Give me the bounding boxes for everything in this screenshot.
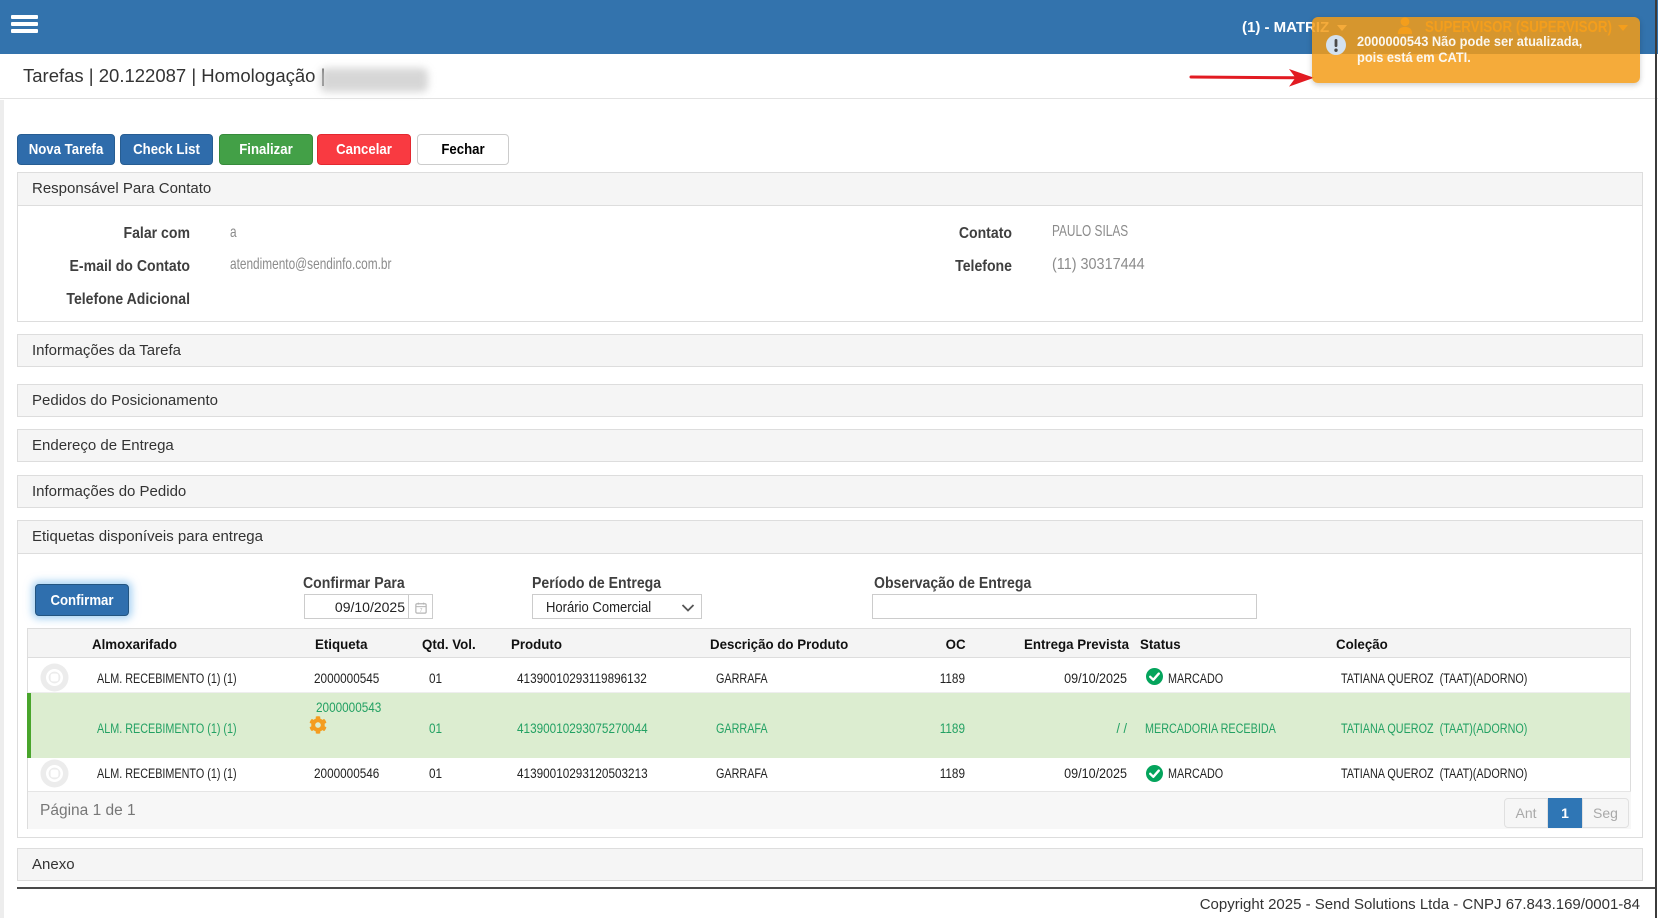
- svg-text:7: 7: [420, 608, 423, 614]
